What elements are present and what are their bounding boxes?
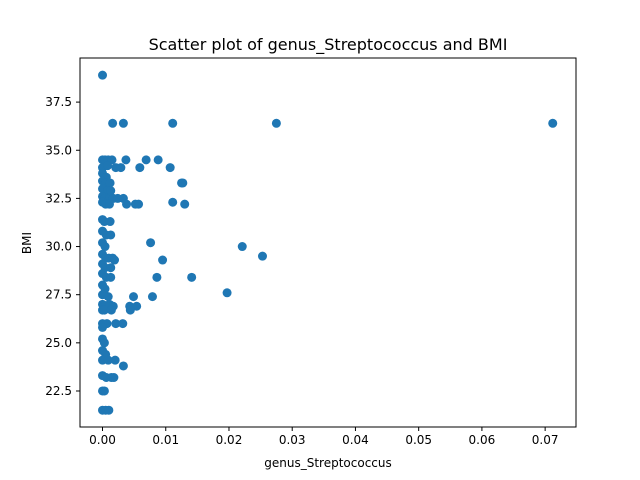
x-tick-label: 0.02 <box>216 433 243 447</box>
data-point <box>108 118 118 128</box>
data-point <box>98 70 108 80</box>
data-point <box>106 305 116 315</box>
data-point <box>134 199 144 209</box>
data-point <box>135 163 145 173</box>
data-point <box>147 292 157 302</box>
y-tick-label: 30.0 <box>45 240 72 254</box>
data-point <box>100 242 110 252</box>
data-point <box>99 338 109 348</box>
data-point <box>99 386 109 396</box>
data-point <box>271 118 281 128</box>
data-point <box>180 199 190 209</box>
data-point <box>152 272 162 282</box>
data-point <box>110 355 120 365</box>
data-point <box>118 118 128 128</box>
x-axis: 0.00 0.01 0.02 0.03 0.04 0.05 0.06 0.07 <box>89 427 559 447</box>
data-point <box>104 199 114 209</box>
data-point <box>98 322 108 332</box>
data-point <box>118 361 128 371</box>
data-point <box>118 319 128 329</box>
data-point <box>103 292 113 302</box>
x-axis-label: genus_Streptococcus <box>264 456 392 470</box>
data-point <box>106 263 116 273</box>
data-point <box>103 161 113 171</box>
data-point <box>158 255 168 265</box>
x-tick-label: 0.03 <box>279 433 306 447</box>
data-point <box>106 272 116 282</box>
data-point <box>129 292 138 302</box>
y-tick-label: 35.0 <box>45 143 72 157</box>
data-point <box>99 305 109 315</box>
data-point <box>104 405 114 415</box>
data-point <box>168 197 178 207</box>
y-axis: 22.5 25.0 27.5 30.0 32.5 35.0 37.5 <box>45 95 80 398</box>
data-point <box>178 178 188 188</box>
x-tick-label: 0.07 <box>532 433 559 447</box>
data-point <box>122 199 132 209</box>
y-axis-label: BMI <box>20 232 34 254</box>
data-point <box>168 118 178 128</box>
data-point <box>153 155 163 165</box>
x-tick-label: 0.06 <box>469 433 496 447</box>
y-tick-label: 25.0 <box>45 336 72 350</box>
data-point <box>187 272 197 282</box>
data-point <box>105 217 115 227</box>
x-tick-label: 0.00 <box>89 433 116 447</box>
data-point <box>165 163 175 173</box>
data-point <box>121 155 131 165</box>
y-tick-label: 32.5 <box>45 191 72 205</box>
data-point <box>237 242 247 252</box>
data-point <box>141 155 151 165</box>
x-tick-label: 0.05 <box>405 433 432 447</box>
data-point <box>116 163 126 173</box>
chart-title: Scatter plot of genus_Streptococcus and … <box>149 35 508 55</box>
plot-frame <box>79 57 577 428</box>
y-tick-label: 37.5 <box>45 95 72 109</box>
data-point <box>109 373 119 382</box>
data-point <box>110 255 120 265</box>
data-point <box>106 230 116 240</box>
x-tick-label: 0.04 <box>342 433 369 447</box>
data-point <box>146 238 156 248</box>
data-point <box>257 251 267 261</box>
y-tick-label: 22.5 <box>45 384 72 398</box>
data-point <box>111 319 121 329</box>
data-point <box>222 288 232 298</box>
points-layer <box>98 70 558 415</box>
x-tick-label: 0.01 <box>152 433 179 447</box>
data-point <box>548 118 558 128</box>
y-tick-label: 27.5 <box>45 288 72 302</box>
data-point <box>106 186 116 196</box>
data-point <box>125 305 135 315</box>
data-point <box>105 178 115 188</box>
data-point <box>103 355 113 365</box>
